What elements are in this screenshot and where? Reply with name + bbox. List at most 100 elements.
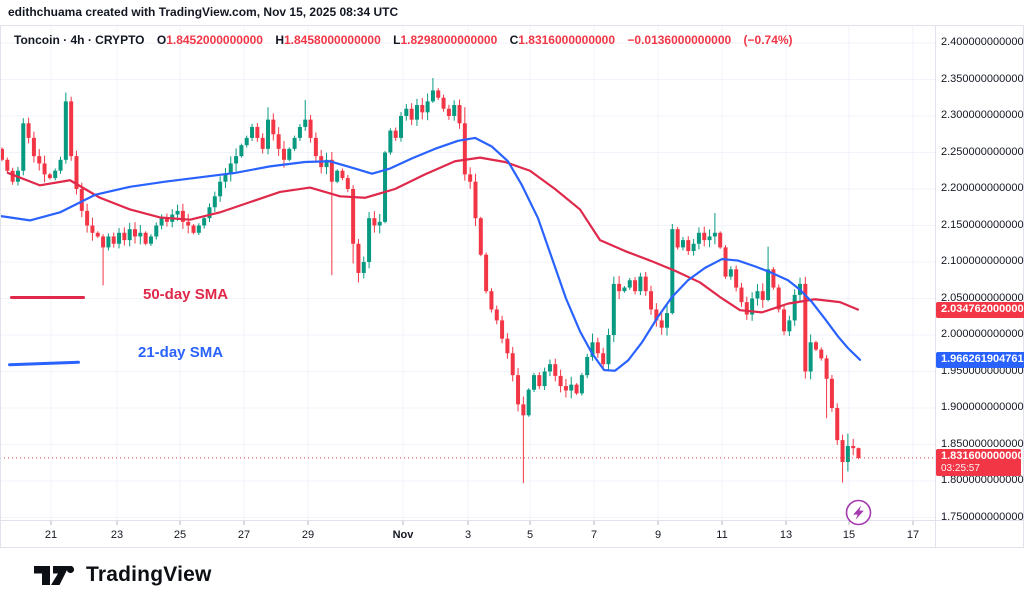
candle <box>345 178 350 189</box>
candle <box>654 309 659 321</box>
candle <box>228 163 233 175</box>
candle <box>776 287 781 310</box>
candle <box>250 126 255 138</box>
candle <box>638 276 643 292</box>
candle <box>85 210 90 226</box>
candle <box>175 210 180 215</box>
candle <box>707 236 712 241</box>
candle <box>494 309 499 321</box>
candle <box>90 225 95 233</box>
candle <box>196 225 201 233</box>
candle <box>5 159 10 171</box>
candle <box>691 243 696 252</box>
candle <box>441 97 446 109</box>
candle <box>521 404 526 416</box>
candle <box>547 364 552 372</box>
candle <box>388 130 393 153</box>
candle <box>766 269 771 300</box>
candle <box>627 280 632 288</box>
candle <box>829 378 834 408</box>
candle <box>367 218 372 262</box>
candle <box>53 170 58 179</box>
candle <box>484 254 489 292</box>
candle <box>813 342 818 350</box>
candle <box>643 276 648 292</box>
candle <box>260 137 265 149</box>
candle <box>526 389 531 416</box>
candle <box>340 170 345 179</box>
candle <box>361 262 366 273</box>
candle <box>787 320 792 332</box>
candle <box>425 101 430 113</box>
sma50-line <box>6 156 860 314</box>
candle <box>356 243 361 273</box>
candle <box>739 287 744 303</box>
candle <box>180 210 185 222</box>
candle <box>239 145 244 157</box>
candle <box>255 126 260 138</box>
lightning-icon[interactable] <box>845 499 872 526</box>
candle <box>26 123 31 138</box>
candle <box>308 119 313 138</box>
candle <box>601 353 606 365</box>
chart-frame <box>0 25 1024 548</box>
candle <box>792 294 797 321</box>
candle <box>303 119 308 127</box>
candle <box>595 342 600 354</box>
candle <box>281 148 286 160</box>
candle <box>851 445 856 449</box>
candle <box>542 371 547 387</box>
candle <box>633 280 638 292</box>
candle <box>297 126 302 138</box>
price-chart[interactable] <box>0 25 1024 548</box>
candle <box>95 232 100 237</box>
candle <box>58 159 63 171</box>
candle <box>372 218 377 226</box>
candle <box>143 232 148 244</box>
candle <box>478 218 483 255</box>
candle <box>101 236 106 248</box>
candle <box>223 174 228 182</box>
candle <box>313 137 318 157</box>
candle <box>430 90 435 102</box>
candle <box>579 375 584 394</box>
candle <box>574 384 579 394</box>
candle <box>79 189 84 211</box>
candle <box>399 116 403 138</box>
candle <box>244 137 249 146</box>
candle <box>728 269 733 277</box>
candle <box>351 189 356 244</box>
candle <box>468 174 473 182</box>
candle <box>553 364 558 376</box>
plot-area[interactable] <box>0 78 935 484</box>
candle <box>845 445 850 463</box>
candle <box>755 291 760 299</box>
sma21-line <box>0 136 862 372</box>
candle <box>585 356 590 376</box>
candle <box>335 170 340 182</box>
candle <box>212 196 217 208</box>
candle <box>21 123 26 171</box>
candle <box>218 181 223 197</box>
candle <box>106 236 111 248</box>
candle <box>590 342 595 357</box>
candle <box>42 163 47 175</box>
candle <box>611 283 616 335</box>
tradingview-watermark: TradingView <box>33 562 212 588</box>
candle <box>393 130 398 138</box>
candle <box>819 349 824 359</box>
candle <box>457 105 462 124</box>
brand-name: TradingView <box>86 563 212 586</box>
candle <box>234 156 239 164</box>
candle <box>750 298 755 315</box>
candle <box>377 221 382 226</box>
candle <box>665 313 669 328</box>
candle <box>191 225 196 233</box>
candle <box>462 123 467 175</box>
candle <box>702 232 707 241</box>
candle <box>383 152 388 222</box>
candle <box>723 247 728 277</box>
candle <box>47 174 52 179</box>
candle <box>744 302 749 315</box>
candle <box>148 236 153 244</box>
